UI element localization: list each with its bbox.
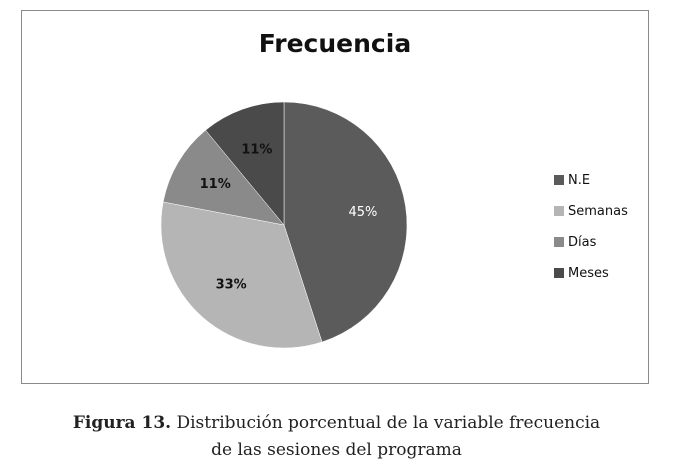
data-label-d-as: 11%	[200, 177, 231, 192]
pie-slice-meses	[205, 101, 285, 226]
pie-slice-d-as	[162, 129, 285, 226]
caption-line-2: de las sesiones del programa	[211, 440, 462, 460]
legend-label: Meses	[568, 265, 609, 281]
caption-line-1: Distribución porcentual de la variable f…	[171, 413, 601, 433]
legend-swatch	[554, 175, 564, 185]
legend-item-semanas: Semanas	[554, 203, 628, 219]
pie-slice-semanas	[160, 201, 323, 349]
legend-label: N.E	[568, 172, 591, 188]
legend-item-n-e: N.E	[554, 172, 628, 188]
legend-item-meses: Meses	[554, 265, 628, 281]
legend-swatch	[554, 268, 564, 278]
chart-legend: N.E Semanas Días Meses	[554, 172, 628, 296]
data-label-n-e: 45%	[349, 205, 378, 220]
legend-label: Semanas	[568, 203, 628, 219]
legend-swatch	[554, 237, 564, 247]
legend-item-d-as: Días	[554, 234, 628, 250]
caption-label: Figura 13.	[72, 413, 172, 433]
figure-caption: Figura 13. Distribución porcentual de la…	[0, 410, 673, 464]
data-label-semanas: 33%	[216, 277, 247, 292]
legend-swatch	[554, 206, 564, 216]
chart-title: Frecuencia	[258, 29, 412, 58]
pie-chart: 45% 33% 11% 11%	[160, 101, 408, 349]
data-label-meses: 11%	[241, 142, 272, 157]
pie-slice-n-e	[283, 101, 408, 343]
chart-frame: Frecuencia 45% 33% 11% 11% N.E Semanas Días Me…	[21, 10, 649, 384]
legend-label: Días	[568, 234, 597, 250]
